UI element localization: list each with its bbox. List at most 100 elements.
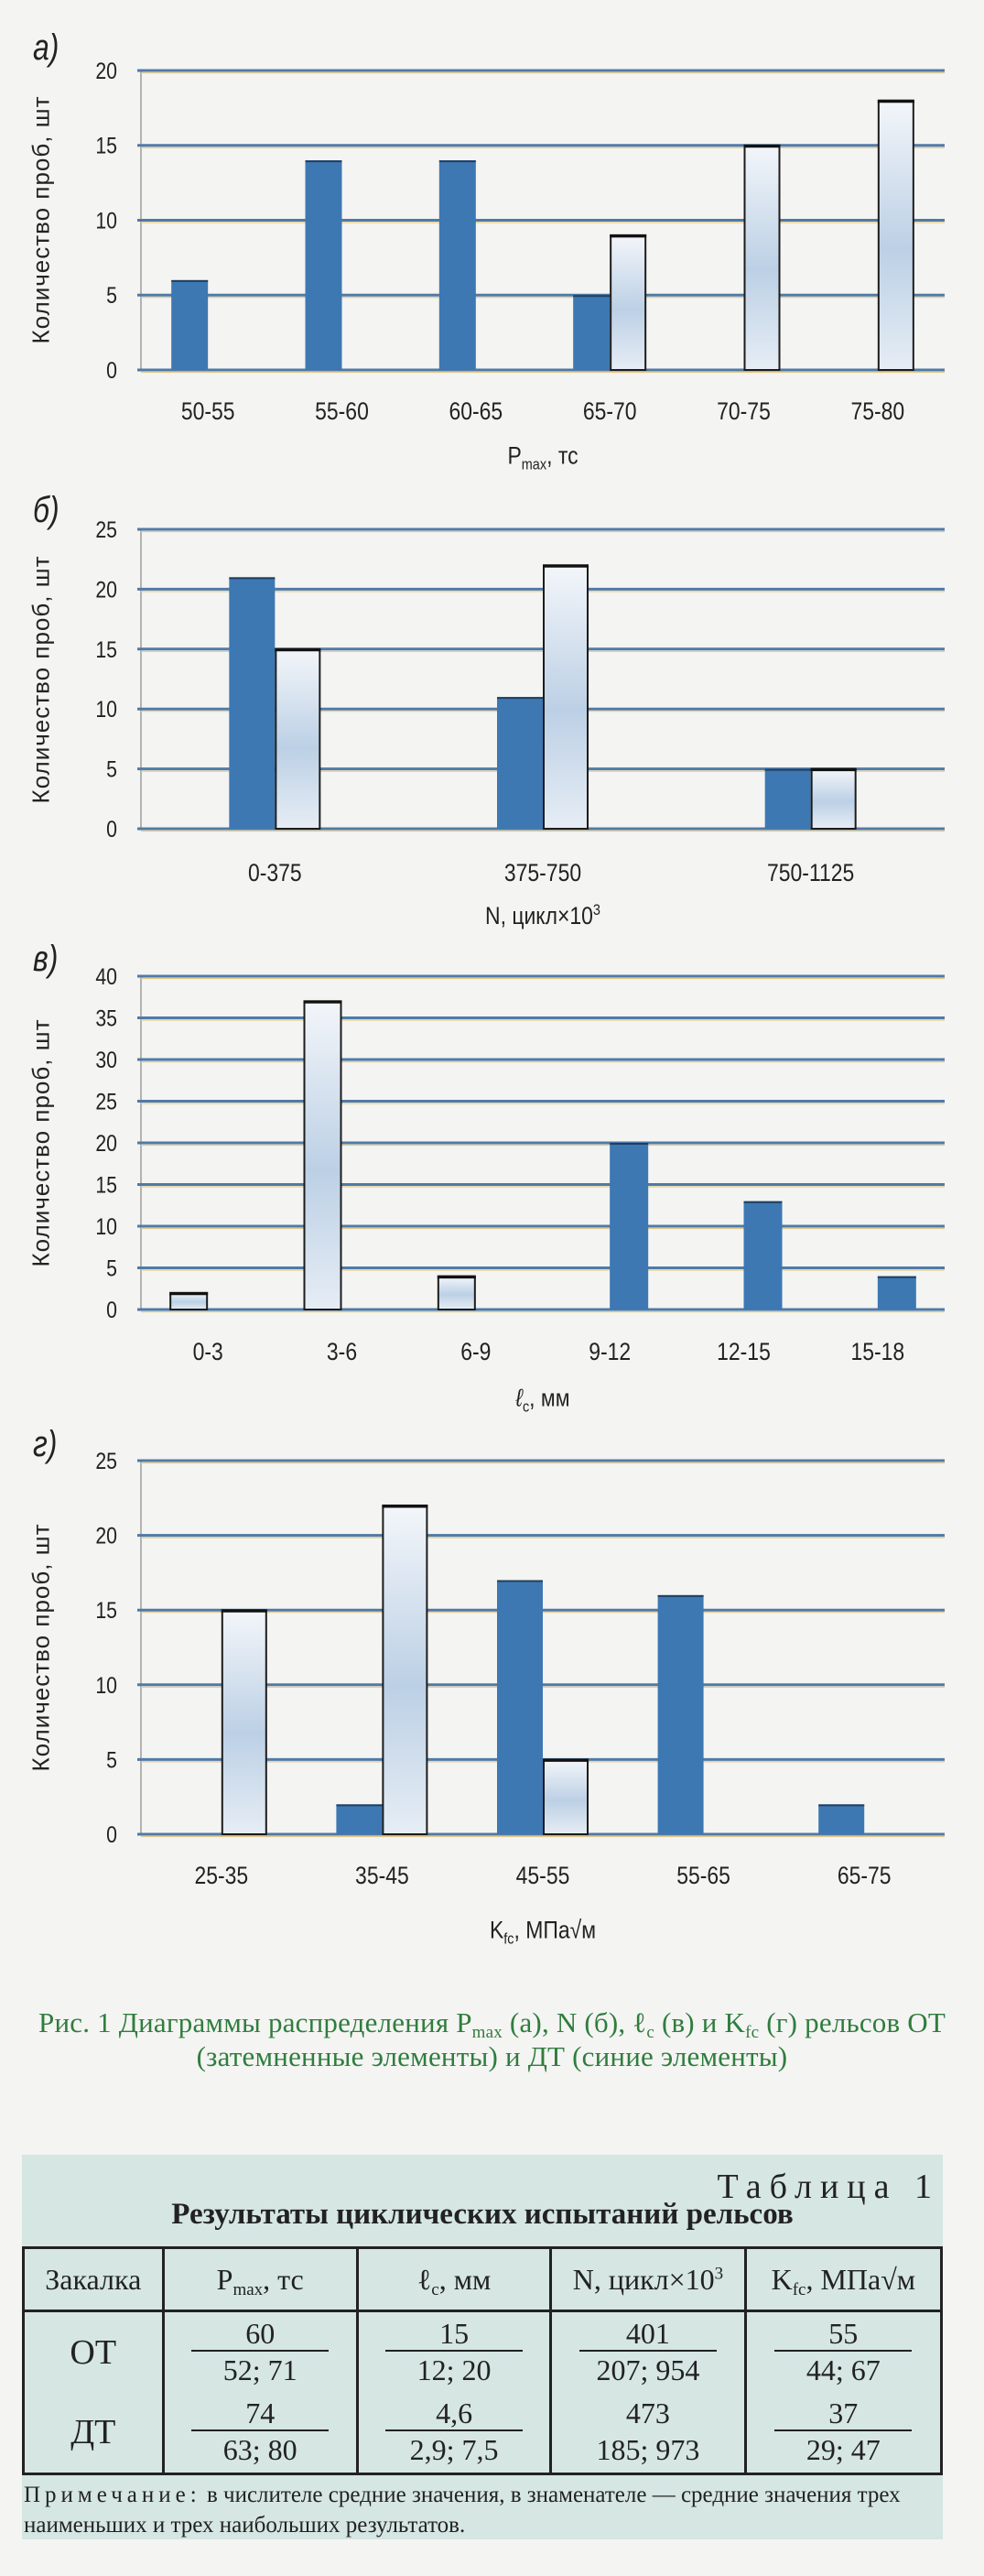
y-tick-label: 20 — [95, 1130, 117, 1156]
table-row: ОТ 60 52; 71 15 12; 20 401 207; 954 55 44; 6… — [22, 2310, 944, 2393]
bar-ot — [877, 1276, 916, 1310]
y-tick-label: 15 — [95, 133, 117, 158]
x-category-label: 375-750 — [504, 859, 581, 886]
denominator: 52; 71 — [222, 2353, 297, 2386]
bar-ot — [657, 1594, 704, 1834]
y-tick-label: 5 — [106, 1747, 117, 1773]
x-title-sup: 3 — [592, 901, 600, 918]
header-text: , МПа√м — [806, 2262, 916, 2296]
x-category-label: 65-70 — [583, 397, 637, 425]
numerator: 4,6 — [385, 2397, 524, 2432]
panel-label-b: б) — [33, 490, 59, 530]
table-cell: 401 207; 954 — [549, 2310, 747, 2393]
x-title-rest: , тс — [546, 441, 579, 470]
y-tick-label: 10 — [95, 697, 117, 723]
x-category-label: 15-18 — [850, 1338, 904, 1365]
bar-ot — [497, 1580, 543, 1834]
denominator: 2,9; 7,5 — [409, 2433, 499, 2467]
bar-ot — [438, 160, 476, 370]
table-cell: 37 29; 47 — [743, 2392, 944, 2475]
y-tick-label: 20 — [95, 577, 117, 603]
bar-ot — [573, 295, 611, 370]
x-title-sub: max — [521, 455, 547, 473]
table-row: ДТ 74 63; 80 4,6 2,9; 7,5 473 185; 973 37 29… — [22, 2392, 944, 2475]
denominator: 44; 67 — [806, 2353, 881, 2386]
y-tick-label: 15 — [95, 636, 117, 662]
table-cell: 60 52; 71 — [161, 2310, 359, 2393]
table-cell: 15 12; 20 — [355, 2310, 553, 2393]
bar-ot — [818, 1804, 865, 1834]
bar-dt — [169, 1291, 209, 1311]
x-category-label: 70-75 — [717, 397, 771, 425]
table-header-row: Закалка Pmax, тс ℓc, мм N, цикл×103 Kfc,… — [22, 2246, 944, 2312]
table-cell: 55 44; 67 — [743, 2310, 944, 2393]
table-title: Результаты циклических испытаний рельсов — [171, 2198, 794, 2231]
caption-text: (а), N (б), ℓ — [502, 2006, 647, 2038]
y-tick-label: 0 — [106, 816, 117, 842]
table-number: Таблица 1 — [717, 2168, 940, 2206]
bar-dt — [743, 144, 781, 371]
y-tick-label: 5 — [106, 756, 117, 782]
bar-dt — [810, 767, 857, 830]
x-category-label: 0-3 — [193, 1338, 223, 1365]
x-title-sub: c — [522, 1397, 530, 1416]
x-category-label: 55-60 — [315, 397, 369, 425]
x-axis-title-g: Kfc, МПа√м — [490, 1917, 596, 1949]
denominator: 185; 973 — [596, 2433, 700, 2467]
header-pmax: Pmax, тс — [161, 2246, 359, 2312]
y-axis-title-b: Количество проб, шт — [27, 555, 55, 804]
bar-dt — [275, 647, 321, 830]
y-axis-title-a: Количество проб, шт — [27, 95, 55, 344]
panel-label-v: в) — [33, 939, 59, 979]
header-sub: c — [431, 2279, 439, 2299]
bar-ot — [610, 1143, 649, 1310]
numerator: 37 — [774, 2397, 913, 2432]
x-category-label: 3-6 — [327, 1338, 357, 1365]
denominator: 12; 20 — [416, 2353, 492, 2386]
x-title-sub: fc — [503, 1929, 514, 1948]
numerator: 15 — [385, 2317, 524, 2352]
x-category-label: 55-65 — [676, 1862, 730, 1889]
bar-dt — [382, 1504, 428, 1835]
y-tick-label: 5 — [106, 283, 117, 309]
bar-dt — [221, 1609, 267, 1835]
bar-ot — [743, 1201, 783, 1310]
x-title-main: K — [489, 1916, 504, 1944]
numerator: 473 — [625, 2397, 670, 2430]
x-category-label: 65-75 — [838, 1862, 892, 1889]
x-category-label: 12-15 — [717, 1338, 771, 1365]
x-category-label: 60-65 — [449, 397, 503, 425]
x-category-label: 50-55 — [181, 397, 235, 425]
bar-dt — [610, 234, 647, 371]
bar-ot — [764, 768, 811, 829]
y-tick-label: 0 — [106, 1297, 117, 1322]
denominator: 207; 954 — [596, 2353, 700, 2386]
x-title-rest: , мм — [529, 1384, 570, 1412]
y-tick-label: 40 — [95, 963, 117, 989]
header-kfc: Kfc, МПа√м — [743, 2246, 944, 2312]
denominator: 63; 80 — [222, 2433, 297, 2467]
y-tick-label: 35 — [95, 1005, 117, 1031]
y-tick-label: 20 — [95, 58, 117, 83]
numerator: 60 — [191, 2317, 330, 2352]
y-tick-label: 15 — [95, 1598, 117, 1624]
header-text: ℓ — [416, 2262, 432, 2296]
x-title-main: ℓ — [515, 1384, 523, 1412]
x-category-label: 35-45 — [355, 1862, 409, 1889]
header-text: Закалка — [45, 2262, 142, 2296]
header-quench: Закалка — [22, 2246, 165, 2312]
results-table: Закалка Pmax, тс ℓc, мм N, цикл×103 Kfc,… — [22, 2246, 944, 2475]
row-label: ОТ — [22, 2310, 165, 2393]
x-category-label: 0-375 — [248, 859, 302, 886]
table-cell: 4,6 2,9; 7,5 — [355, 2392, 553, 2475]
table-note: Примечание: в числителе средние значения… — [24, 2480, 939, 2540]
caption-text: (в) и K — [654, 2006, 746, 2038]
header-sup: 3 — [714, 2263, 724, 2283]
x-category-label: 750-1125 — [767, 859, 854, 886]
caption-sub: fc — [745, 2023, 760, 2042]
header-n: N, цикл×103 — [549, 2246, 747, 2312]
table-cell: 74 63; 80 — [161, 2392, 359, 2475]
x-axis-title-a: Pmax, тс — [507, 442, 578, 474]
bar-dt — [877, 99, 914, 371]
x-axis-title-b: N, цикл×103 — [485, 901, 600, 930]
